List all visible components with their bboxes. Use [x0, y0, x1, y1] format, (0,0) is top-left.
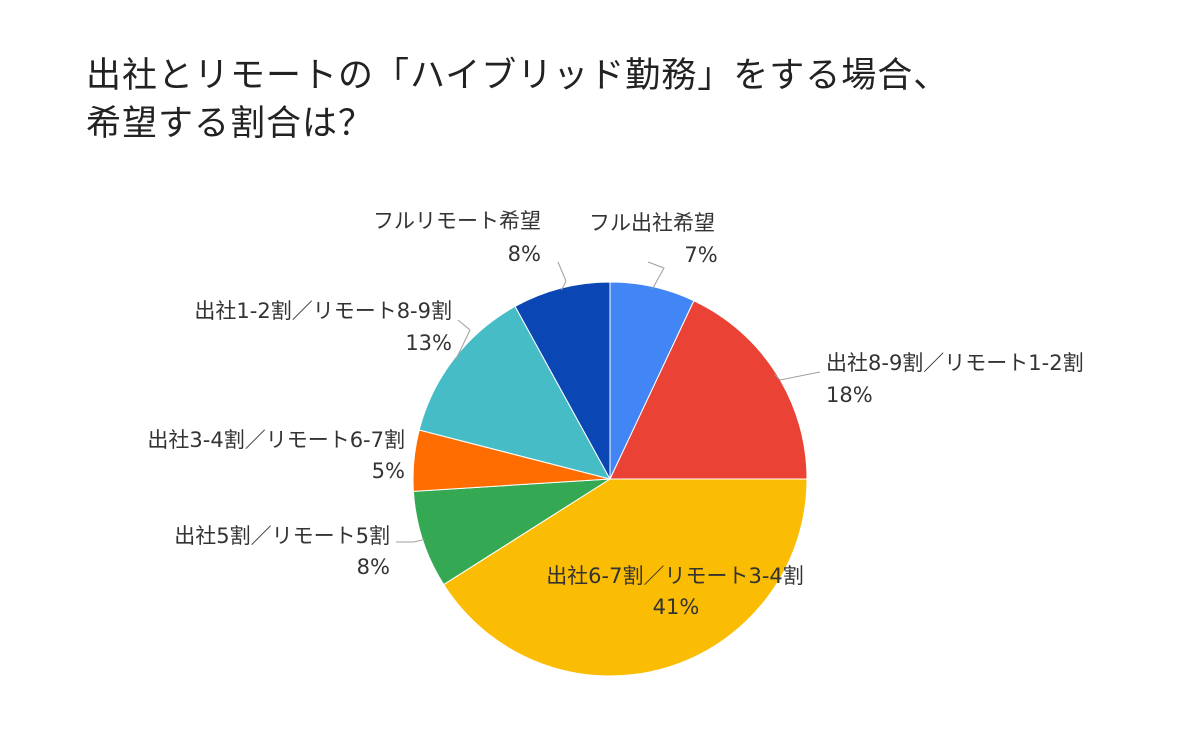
- slice-value-full-office: 7%: [684, 243, 717, 267]
- leader-line-office-1-2: [455, 319, 471, 360]
- slice-value-office-5: 8%: [357, 555, 390, 579]
- chart-title-line-1: 出社とリモートの「ハイブリッド勤務」をする場合、: [86, 56, 950, 96]
- slice-label-office-5: 出社5割／リモート5割: [174, 524, 390, 548]
- pie-slice-office-8-9: [609, 300, 808, 480]
- leader-line-full-remote: [557, 261, 567, 291]
- label-leader-lines: [396, 261, 821, 543]
- pie-slice-full-remote: [514, 281, 611, 480]
- pie-slice-office-1-2: [418, 305, 611, 480]
- leader-line-full-office: [647, 261, 665, 289]
- slice-labels: フル出社希望 7% 出社8-9割／リモート1-2割 18% 出社6-7割／リモー…: [147, 209, 1083, 619]
- pie-slices: [412, 281, 808, 677]
- slice-label-office-8-9: 出社8-9割／リモート1-2割: [826, 351, 1084, 375]
- slice-value-office-8-9: 18%: [826, 383, 873, 407]
- slice-label-full-remote: フルリモート希望: [373, 209, 541, 233]
- pie-slice-office-6-7: [442, 478, 808, 677]
- slice-value-full-remote: 8%: [508, 242, 541, 266]
- slice-label-full-office: フル出社希望: [589, 211, 715, 235]
- slice-label-office-1-2: 出社1-2割／リモート8-9割: [194, 299, 452, 323]
- slice-value-office-1-2: 13%: [405, 331, 452, 355]
- slice-value-office-3-4: 5%: [372, 459, 405, 483]
- slice-value-office-6-7: 41%: [653, 595, 700, 619]
- slice-label-office-6-7: 出社6-7割／リモート3-4割: [546, 564, 804, 588]
- leader-line-office-5: [396, 538, 425, 543]
- chart-title-line-2: 希望する割合は？: [86, 104, 375, 144]
- slice-label-office-3-4: 出社3-4割／リモート6-7割: [147, 428, 405, 452]
- leader-line-office-8-9: [774, 371, 821, 381]
- chart-title: 出社とリモートの「ハイブリッド勤務」をする場合、 希望する割合は？: [86, 52, 949, 148]
